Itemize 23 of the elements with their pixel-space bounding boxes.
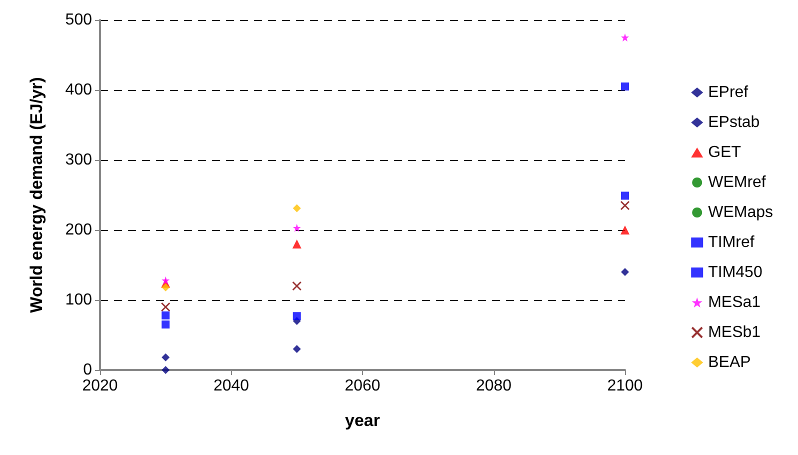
legend-label: TIMref bbox=[708, 234, 755, 251]
legend-label: BEAP bbox=[708, 354, 751, 371]
x-tick-label: 2080 bbox=[476, 378, 512, 394]
x-tick-label: 2060 bbox=[344, 378, 380, 394]
legend-label: MESa1 bbox=[708, 294, 761, 311]
legend-label: WEMref bbox=[708, 174, 766, 191]
legend-label: WEMaps bbox=[708, 204, 774, 221]
x-tick-label: 2040 bbox=[213, 378, 250, 394]
y-tick-label: 0 bbox=[83, 362, 92, 378]
legend-label: EPref bbox=[708, 84, 749, 101]
y-tick-label: 100 bbox=[65, 292, 92, 308]
legend-label: EPstab bbox=[708, 114, 760, 131]
x-tick-label: 2020 bbox=[82, 378, 118, 394]
legend-label: TIM450 bbox=[708, 264, 762, 281]
legend-label: MESb1 bbox=[708, 324, 761, 341]
x-axis-title: year bbox=[345, 411, 380, 430]
legend-label: GET bbox=[708, 144, 742, 161]
y-tick-label: 500 bbox=[65, 12, 92, 28]
y-tick-label: 300 bbox=[65, 152, 92, 168]
y-tick-label: 200 bbox=[65, 222, 92, 238]
x-tick-label: 2100 bbox=[607, 378, 643, 394]
y-axis-title: World energy demand (EJ/yr) bbox=[27, 77, 46, 313]
y-tick-label: 400 bbox=[65, 82, 92, 98]
